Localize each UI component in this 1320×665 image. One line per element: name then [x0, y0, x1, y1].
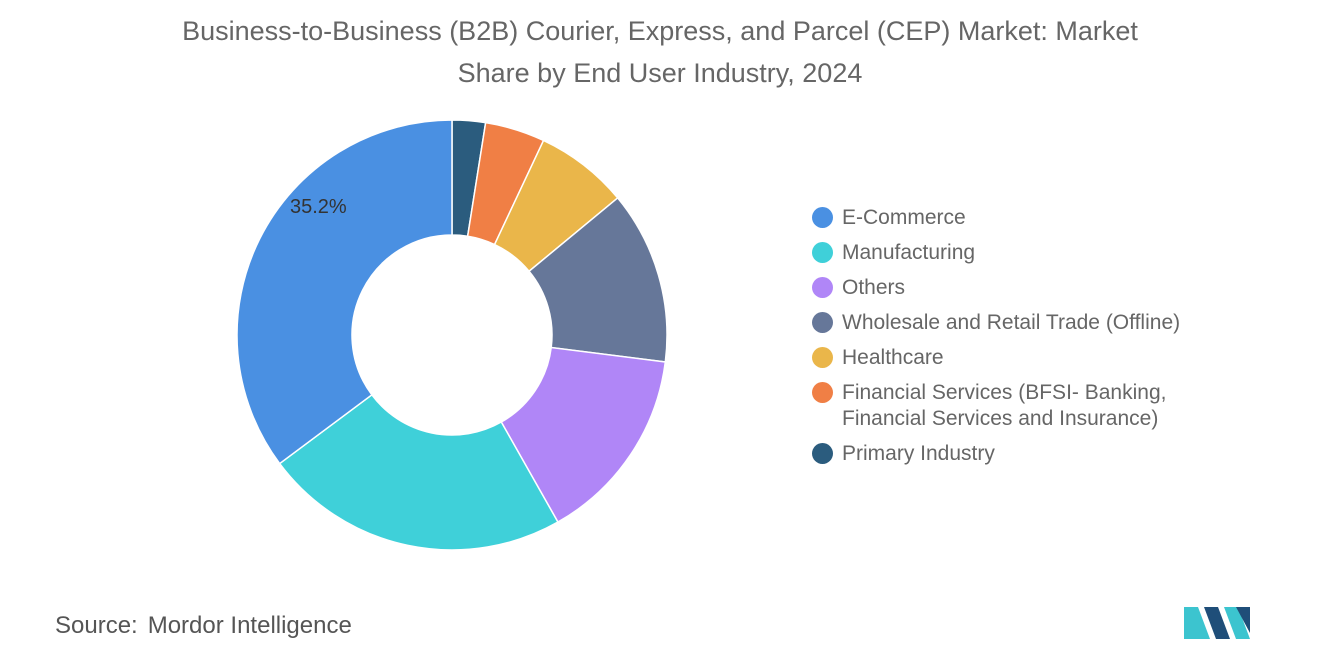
- legend-item: Healthcare: [812, 345, 1292, 371]
- slice-manufacturing: [278, 393, 559, 551]
- mordor-intelligence-logo: [1184, 607, 1250, 639]
- legend-item: Others: [812, 275, 1292, 301]
- legend-swatch: [812, 443, 833, 464]
- legend-label: E-Commerce: [842, 206, 966, 229]
- legend-label: Healthcare: [842, 346, 944, 369]
- legend-item: Wholesale and Retail Trade (Offline): [812, 310, 1292, 336]
- logo-shape-2: [1204, 607, 1230, 639]
- slice-others: [500, 346, 667, 524]
- legend-swatch: [812, 207, 833, 228]
- chart-legend: E-Commerce Manufacturing Others Wholesale a…: [812, 205, 1292, 476]
- source-value: Mordor Intelligence: [147, 612, 352, 639]
- legend-swatch: [812, 242, 833, 263]
- legend-label: Wholesale and Retail Trade (Offline): [842, 311, 1181, 334]
- legend-swatch: [812, 347, 833, 368]
- legend-item: E-Commerce: [812, 205, 1292, 231]
- legend-label: Manufacturing: [842, 241, 976, 264]
- legend-item: Financial Services (BFSI- Banking, Financ…: [812, 380, 1292, 432]
- legend-item: Primary Industry: [812, 441, 1292, 467]
- legend-swatch: [812, 382, 833, 403]
- legend-swatch: [812, 277, 833, 298]
- slice-wholesale-and-retail-trade-offline: [527, 196, 668, 363]
- chart-title: Business-to-Business (B2B) Courier, Expr…: [0, 10, 1320, 94]
- source-note: Source: Mordor Intelligence: [55, 612, 352, 640]
- slice-data-label: 35.2%: [290, 196, 347, 218]
- legend-item: Manufacturing: [812, 240, 1292, 266]
- legend-label: Financial Services (BFSI- Banking, Financ…: [842, 381, 1167, 430]
- legend-label: Primary Industry: [842, 442, 995, 465]
- logo-shape-4: [1236, 607, 1250, 633]
- legend-swatch: [812, 312, 833, 333]
- slice-e-commerce: [236, 119, 453, 465]
- source-key: Source:: [55, 612, 138, 639]
- logo-shape-1: [1184, 607, 1210, 639]
- chart-title-line-1: Business-to-Business (B2B) Courier, Expr…: [182, 16, 1138, 46]
- chart-title-line-2: Share by End User Industry, 2024: [457, 58, 863, 88]
- legend-label: Others: [842, 276, 906, 299]
- logo-shape-3: [1224, 607, 1250, 639]
